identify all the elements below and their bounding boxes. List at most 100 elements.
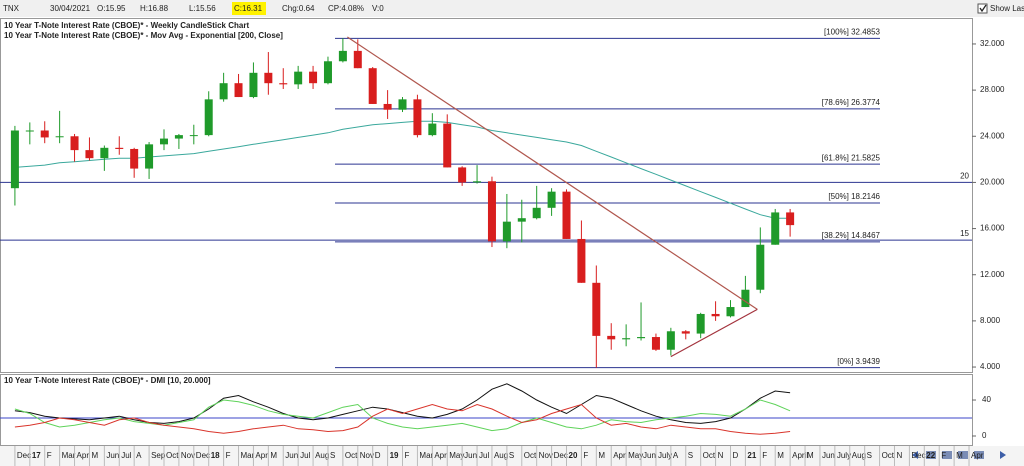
x-tick-label: Jul (479, 451, 489, 460)
volume: V:0 (372, 4, 384, 13)
checkmark (979, 4, 987, 13)
candle-body (726, 307, 735, 317)
x-tick-label: S (330, 451, 335, 460)
high: H:16.88 (140, 4, 169, 13)
candle-body (771, 212, 780, 245)
candle-body (368, 68, 377, 104)
chart-title: 10 Year T-Note Interest Rate (CBOE)* - W… (4, 21, 249, 30)
candle-body (786, 212, 795, 226)
hline-label: 20 (960, 172, 969, 181)
symbol: TNX (3, 4, 20, 13)
time-axis-bg (0, 446, 1024, 466)
x-tick-label: Apr (971, 451, 984, 460)
candle-body (428, 123, 437, 136)
x-tick-label: Nov (360, 451, 374, 460)
x-tick-label: Oct (703, 451, 716, 460)
x-tick-label: Mar (419, 451, 433, 460)
x-tick-label: Aug (315, 451, 329, 460)
candle-body (547, 191, 556, 208)
candle-body (85, 150, 94, 159)
x-tick-label: S (867, 451, 872, 460)
candle-body (338, 50, 347, 62)
x-tick-label: F (47, 451, 52, 460)
x-tick-label: N (896, 451, 902, 460)
fib-label: [0%] 3.9439 (837, 357, 880, 366)
x-tick-label: Dec (17, 451, 31, 460)
candle-body (100, 147, 109, 159)
x-tick-label: Mar (62, 451, 76, 460)
chart-title: 10 Year T-Note Interest Rate (CBOE)* - D… (4, 376, 211, 385)
x-tick-label: N (718, 451, 724, 460)
open: O:15.95 (97, 4, 126, 13)
nav-icons (912, 451, 1006, 459)
candle-body (741, 289, 750, 308)
nav-left[interactable] (912, 451, 918, 459)
x-tick-label: Nov (539, 451, 553, 460)
candle-body (174, 135, 183, 139)
nav-icon[interactable] (958, 451, 968, 459)
candle-body (711, 313, 720, 317)
candle-body (10, 130, 19, 189)
close: C:16.31 (234, 4, 263, 13)
x-tick-label: M (91, 451, 98, 460)
show-last-checkbox[interactable] (977, 3, 988, 14)
x-tick-label: Jul (121, 451, 131, 460)
change-pct: CP:4.08% (328, 4, 364, 13)
x-tick-label: A (673, 451, 679, 460)
y-tick-label: 32.000 (980, 39, 1005, 48)
candle-body (637, 337, 646, 339)
candle-body (607, 335, 616, 340)
x-tick-label: Apr (613, 451, 626, 460)
legend-entry: 10 Year T-Note Interest Rate (CBOE)* - M… (4, 31, 283, 40)
candle-body (130, 148, 139, 169)
nav-icon[interactable] (974, 451, 984, 459)
x-tick-label: M (270, 451, 277, 460)
nav-icon[interactable] (942, 451, 952, 459)
x-tick-label: Oct (345, 451, 358, 460)
candle-body (577, 238, 586, 283)
y-tick-label: 28.000 (980, 85, 1005, 94)
x-tick-label: July (837, 451, 851, 460)
toolbar: TNX 30/04/2021 O:15.95 H:16.88 L:15.56 C… (0, 0, 1024, 17)
candle-body (294, 71, 303, 85)
candle-body (145, 144, 154, 169)
x-tick-label: Dec (911, 451, 925, 460)
candle-body (651, 337, 660, 350)
x-tick-label: Jun (106, 451, 119, 460)
show-last-label[interactable]: Show Last (990, 4, 1024, 13)
low: L:15.56 (189, 4, 216, 13)
x-tick-label: Dec (196, 451, 210, 460)
candle-body (55, 136, 64, 138)
y-tick-label: 4.000 (980, 362, 1001, 371)
candle-body (40, 130, 49, 138)
y-tick-label: 8.000 (980, 316, 1001, 325)
x-tick-label: Dec (554, 451, 568, 460)
x-tick-label: Jun (643, 451, 656, 460)
x-tick-label: D (732, 451, 738, 460)
candle-body (204, 99, 213, 136)
candle-body (473, 181, 482, 183)
x-tick-label: 20 (569, 451, 578, 460)
x-tick-label: F (762, 451, 767, 460)
nav-icon[interactable] (926, 451, 936, 459)
candle-body (502, 221, 511, 242)
x-tick-label: M (598, 451, 605, 460)
candle-body (413, 99, 422, 136)
nav-right[interactable] (1000, 451, 1006, 459)
candle-body (458, 167, 467, 183)
hline-label: 15 (960, 229, 969, 238)
y-tick-label: 24.000 (980, 131, 1005, 140)
x-tick-label: D (375, 451, 381, 460)
y-tick-label: 20.000 (980, 178, 1005, 187)
candle-body (25, 130, 34, 132)
line (14, 383, 791, 424)
trendline (670, 308, 758, 358)
x-tick-label: 17 (32, 451, 41, 460)
x-tick-label: Mar (241, 451, 255, 460)
y-tick-label: 0 (982, 431, 987, 440)
candle-body (279, 83, 288, 85)
fib-label: [61.8%] 21.5825 (822, 153, 881, 162)
x-tick-label: M (777, 451, 784, 460)
